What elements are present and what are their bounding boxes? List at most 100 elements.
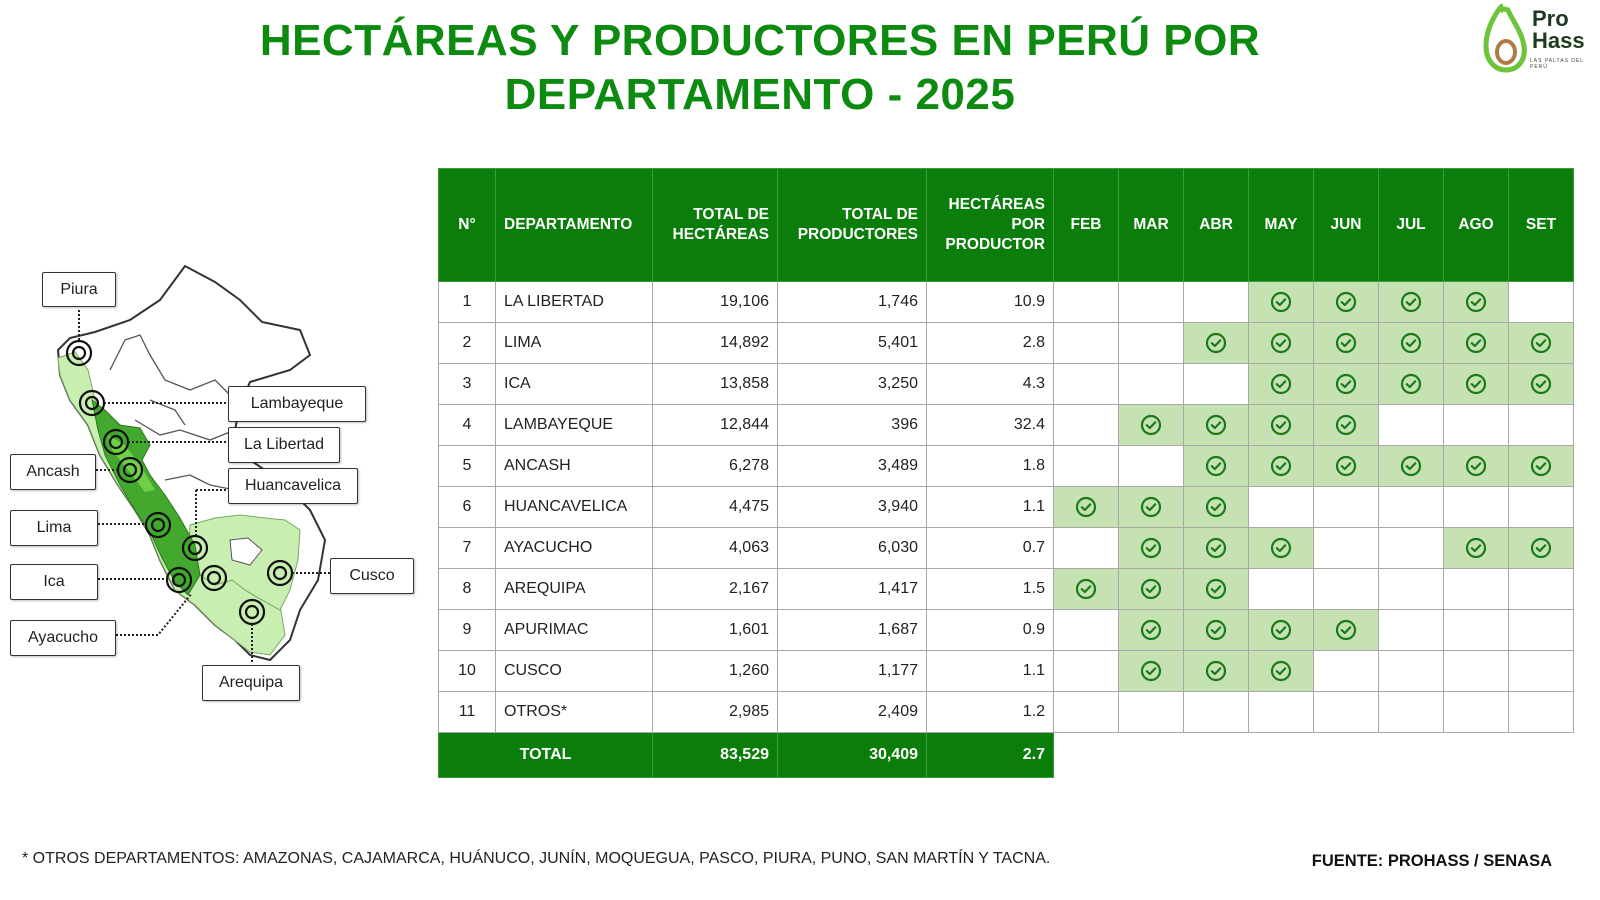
check-circle-icon xyxy=(1400,455,1422,477)
check-circle-icon xyxy=(1140,537,1162,559)
logo-wordmark: Pro Hass xyxy=(1532,6,1585,53)
departments-table: N° DEPARTAMENTO TOTAL DE HECTÁREAS TOTAL… xyxy=(438,168,1574,778)
check-circle-icon xyxy=(1400,332,1422,354)
harvest-cell-may xyxy=(1248,568,1314,610)
harvest-cell-feb xyxy=(1053,650,1119,692)
harvest-cell-mar xyxy=(1118,486,1184,528)
check-circle-icon xyxy=(1335,291,1357,313)
row-hectareas: 1,260 xyxy=(652,650,778,692)
total-label: TOTAL xyxy=(438,732,653,778)
row-hectareas: 2,985 xyxy=(652,691,778,733)
row-hectareas: 1,601 xyxy=(652,609,778,651)
col-header-hectareas: TOTAL DE HECTÁREAS xyxy=(652,168,778,282)
row-productores: 5,401 xyxy=(777,322,927,364)
col-header-jul: JUL xyxy=(1378,168,1444,282)
total-row-spacer xyxy=(1053,732,1574,778)
harvest-cell-may xyxy=(1248,486,1314,528)
check-circle-icon xyxy=(1465,455,1487,477)
col-header-ago: AGO xyxy=(1443,168,1509,282)
row-ha-por-productor: 1.5 xyxy=(926,568,1054,610)
marker-lambayeque-icon xyxy=(78,389,106,417)
logo-tagline: LAS PALTAS DEL PERÚ xyxy=(1530,58,1584,70)
harvest-cell-feb xyxy=(1053,281,1119,323)
harvest-cell-jun xyxy=(1313,691,1379,733)
row-departamento: CUSCO xyxy=(495,650,653,692)
row-departamento: ANCASH xyxy=(495,445,653,487)
harvest-cell-feb xyxy=(1053,363,1119,405)
row-productores: 1,417 xyxy=(777,568,927,610)
check-circle-icon xyxy=(1335,619,1357,641)
marker-arequipa-icon xyxy=(238,598,266,626)
row-hectareas: 2,167 xyxy=(652,568,778,610)
check-circle-icon xyxy=(1335,373,1357,395)
harvest-cell-abr xyxy=(1183,609,1249,651)
col-header-abr: ABR xyxy=(1183,168,1249,282)
page-title: HECTÁREAS Y PRODUCTORES EN PERÚ POR DEPA… xyxy=(200,14,1320,122)
map-label-arequipa: Arequipa xyxy=(202,665,300,701)
map-label-piura: Piura xyxy=(42,272,116,307)
harvest-cell-may xyxy=(1248,609,1314,651)
harvest-cell-set xyxy=(1508,445,1574,487)
check-circle-icon xyxy=(1140,496,1162,518)
harvest-cell-set xyxy=(1508,650,1574,692)
row-no: 9 xyxy=(438,609,496,651)
marker-ica-icon xyxy=(165,566,193,594)
check-circle-icon xyxy=(1400,373,1422,395)
harvest-cell-mar xyxy=(1118,691,1184,733)
harvest-cell-jul xyxy=(1378,404,1444,446)
col-header-ha-por-productor: HECTÁREAS POR PRODUCTOR xyxy=(926,168,1054,282)
harvest-cell-abr xyxy=(1183,322,1249,364)
harvest-cell-mar xyxy=(1118,363,1184,405)
harvest-cell-feb xyxy=(1053,527,1119,569)
harvest-cell-jul xyxy=(1378,691,1444,733)
table-row: 9 APURIMAC 1,601 1,687 0.9 xyxy=(438,609,1574,651)
check-circle-icon xyxy=(1205,619,1227,641)
prohass-logo: Pro Hass LAS PALTAS DEL PERÚ xyxy=(1478,2,1598,74)
map-markers xyxy=(65,310,330,662)
check-circle-icon xyxy=(1270,660,1292,682)
row-no: 3 xyxy=(438,363,496,405)
check-circle-icon xyxy=(1075,578,1097,600)
row-hectareas: 12,844 xyxy=(652,404,778,446)
harvest-cell-ago xyxy=(1443,404,1509,446)
harvest-cell-abr xyxy=(1183,281,1249,323)
check-circle-icon xyxy=(1205,496,1227,518)
table-row: 7 AYACUCHO 4,063 6,030 0.7 xyxy=(438,527,1574,569)
check-circle-icon xyxy=(1140,414,1162,436)
table-row: 4 LAMBAYEQUE 12,844 396 32.4 xyxy=(438,404,1574,446)
harvest-cell-mar xyxy=(1118,609,1184,651)
map-label-ancash: Ancash xyxy=(10,454,96,490)
harvest-cell-may xyxy=(1248,281,1314,323)
row-no: 1 xyxy=(438,281,496,323)
row-productores: 2,409 xyxy=(777,691,927,733)
table-row: 3 ICA 13,858 3,250 4.3 xyxy=(438,363,1574,405)
check-circle-icon xyxy=(1270,537,1292,559)
table-row: 5 ANCASH 6,278 3,489 1.8 xyxy=(438,445,1574,487)
harvest-cell-ago xyxy=(1443,445,1509,487)
check-circle-icon xyxy=(1465,373,1487,395)
harvest-cell-jul xyxy=(1378,281,1444,323)
harvest-cell-jun xyxy=(1313,486,1379,528)
row-productores: 1,687 xyxy=(777,609,927,651)
row-departamento: OTROS* xyxy=(495,691,653,733)
row-no: 7 xyxy=(438,527,496,569)
harvest-cell-ago xyxy=(1443,322,1509,364)
total-productores: 30,409 xyxy=(777,732,927,778)
row-hectareas: 14,892 xyxy=(652,322,778,364)
row-departamento: HUANCAVELICA xyxy=(495,486,653,528)
harvest-cell-feb xyxy=(1053,445,1119,487)
map-label-ica: Ica xyxy=(10,564,98,600)
harvest-cell-jun xyxy=(1313,568,1379,610)
harvest-cell-feb xyxy=(1053,568,1119,610)
check-circle-icon xyxy=(1270,373,1292,395)
map-label-la-libertad: La Libertad xyxy=(228,427,340,463)
harvest-cell-feb xyxy=(1053,404,1119,446)
harvest-cell-may xyxy=(1248,404,1314,446)
harvest-cell-feb xyxy=(1053,609,1119,651)
marker-lima-icon xyxy=(144,511,172,539)
harvest-cell-mar xyxy=(1118,404,1184,446)
harvest-cell-mar xyxy=(1118,445,1184,487)
col-header-may: MAY xyxy=(1248,168,1314,282)
marker-la-libertad-icon xyxy=(102,428,130,456)
title-line-1: HECTÁREAS Y PRODUCTORES EN PERÚ POR xyxy=(259,16,1261,65)
